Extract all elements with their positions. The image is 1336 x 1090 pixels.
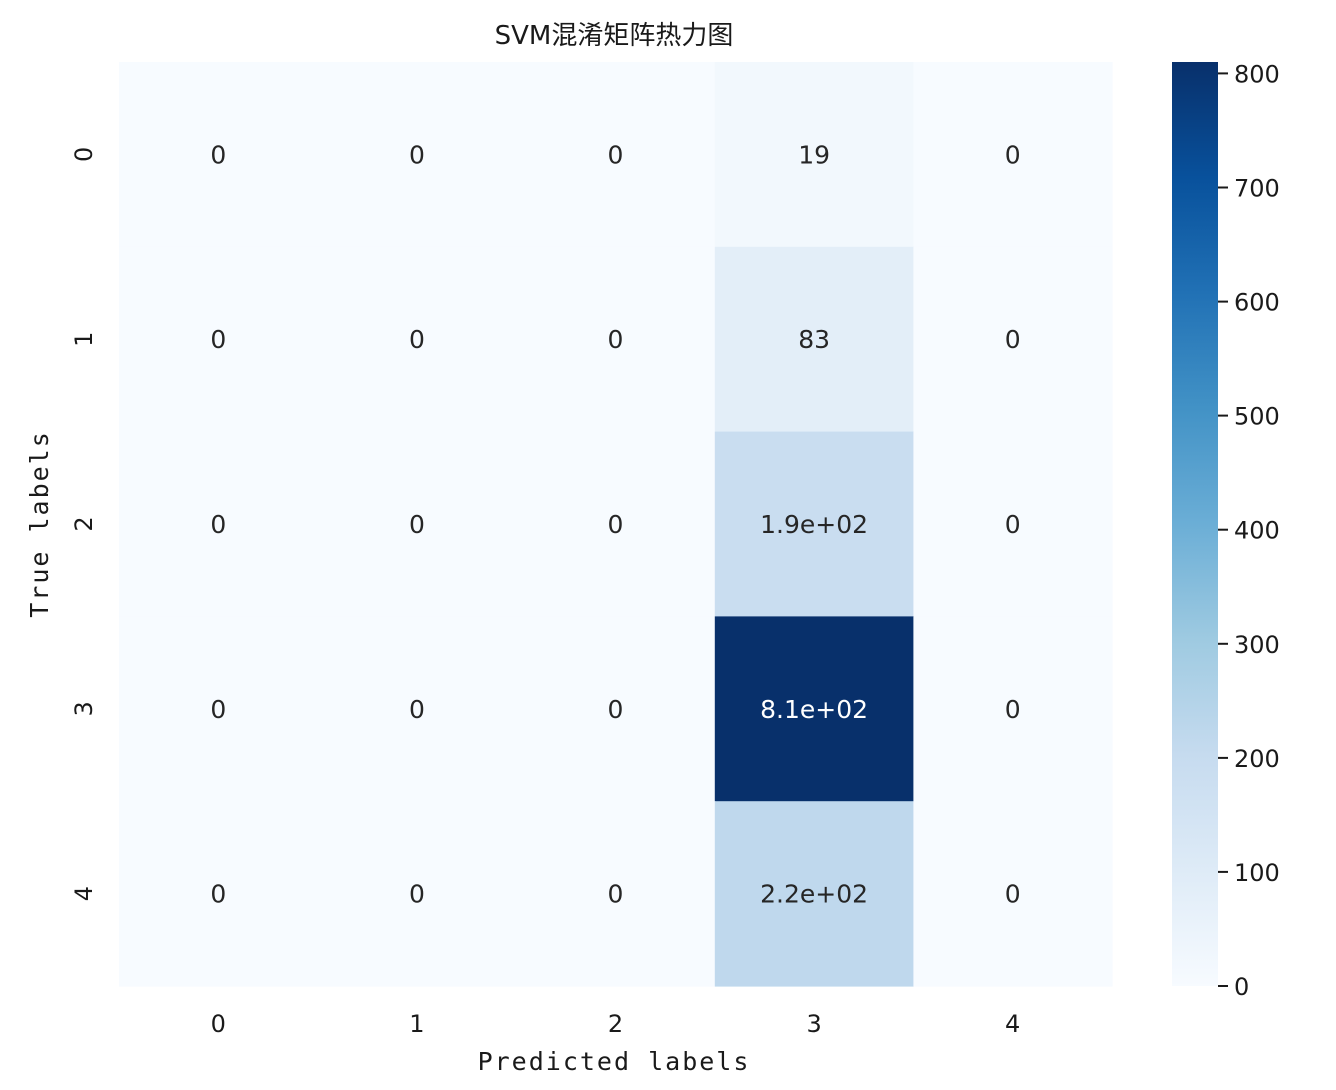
cell-annotation: 0 xyxy=(409,510,425,539)
cell-annotation: 0 xyxy=(608,880,624,909)
cell-annotation: 0 xyxy=(1005,695,1021,724)
cell-annotation: 0 xyxy=(608,695,624,724)
cell-annotation: 8.1e+02 xyxy=(760,695,868,724)
y-tick-label: 3 xyxy=(70,701,98,716)
cell-annotation: 0 xyxy=(1005,880,1021,909)
heatmap-cell xyxy=(714,62,914,248)
colorbar-tick-label: 200 xyxy=(1234,745,1280,773)
colorbar-tick-label: 800 xyxy=(1234,60,1280,88)
cell-annotation: 0 xyxy=(210,140,226,169)
cell-annotation: 0 xyxy=(1005,325,1021,354)
x-tick-label: 4 xyxy=(1005,1010,1020,1038)
heatmap-cell xyxy=(913,431,1113,617)
colorbar-tick-label: 600 xyxy=(1234,289,1280,317)
cell-annotation: 0 xyxy=(409,695,425,724)
cell-annotation: 0 xyxy=(210,695,226,724)
cell-annotation: 0 xyxy=(1005,510,1021,539)
cell-annotation: 0 xyxy=(210,510,226,539)
colorbar-ticks: 0 100 200 300 400 500 600 700 800 xyxy=(1218,60,1280,1001)
colorbar-tick-label: 0 xyxy=(1234,973,1249,1001)
cell-annotation: 0 xyxy=(608,510,624,539)
heatmap-cell xyxy=(119,246,319,433)
cell-annotation: 19 xyxy=(798,140,830,169)
heatmap-cell xyxy=(714,616,914,802)
heatmap-cell xyxy=(516,246,716,433)
cell-annotation: 0 xyxy=(608,325,624,354)
chart-title: SVM混淆矩阵热力图 xyxy=(495,21,734,51)
cell-annotation: 0 xyxy=(608,140,624,169)
colorbar-tick-label: 300 xyxy=(1234,631,1280,659)
colorbar-tick-label: 500 xyxy=(1234,403,1280,431)
y-tick-label: 2 xyxy=(70,516,98,531)
heatmap-cell xyxy=(516,431,716,617)
colorbar-tick-label: 100 xyxy=(1234,859,1280,887)
heatmap-cell xyxy=(913,801,1113,987)
heatmap-cell xyxy=(714,801,914,987)
cell-annotation: 83 xyxy=(798,325,830,354)
heatmap-cell xyxy=(516,801,716,987)
heatmap-cell xyxy=(119,801,319,987)
heatmap-cell xyxy=(714,246,914,433)
cell-annotation: 0 xyxy=(409,140,425,169)
heatmap-cell xyxy=(317,431,517,617)
cell-annotation: 0 xyxy=(1005,140,1021,169)
cell-annotation: 0 xyxy=(210,325,226,354)
heatmap-cell xyxy=(119,62,319,248)
y-axis-ticks: 0 1 2 3 4 xyxy=(70,147,98,901)
heatmap-cell xyxy=(119,616,319,802)
heatmap-cell xyxy=(913,62,1113,248)
heatmap-cell xyxy=(714,431,914,617)
x-tick-label: 1 xyxy=(409,1010,424,1038)
colorbar xyxy=(1172,62,1218,986)
x-tick-label: 3 xyxy=(806,1010,821,1038)
cell-annotation: 2.2e+02 xyxy=(760,880,868,909)
heatmap-cell xyxy=(516,616,716,802)
heatmap-cell xyxy=(516,62,716,248)
y-tick-label: 0 xyxy=(70,147,98,162)
heatmap-cell xyxy=(317,801,517,987)
x-tick-label: 0 xyxy=(211,1010,226,1038)
cell-annotation: 0 xyxy=(409,325,425,354)
cell-annotation: 0 xyxy=(409,880,425,909)
heatmap-cell xyxy=(913,616,1113,802)
x-axis-label: Predicted labels xyxy=(478,1047,751,1076)
cell-annotations: 0 0 0 19 0 0 0 0 83 0 0 0 0 1.9e+02 0 0 0 0 8.1e+02 0 0 0 0 2.2… xyxy=(210,140,1020,908)
colorbar-tick-label: 400 xyxy=(1234,517,1280,545)
heatmap-cell xyxy=(913,246,1113,433)
cell-annotation: 0 xyxy=(210,880,226,909)
x-tick-label: 2 xyxy=(608,1010,623,1038)
heatmap-cell xyxy=(317,62,517,248)
colorbar-tick-label: 700 xyxy=(1234,175,1280,203)
y-tick-label: 4 xyxy=(70,886,98,901)
heatmap-cell xyxy=(317,246,517,433)
y-axis-label: True labels xyxy=(25,430,54,618)
y-tick-label: 1 xyxy=(70,332,98,347)
x-axis-ticks: 0 1 2 3 4 xyxy=(211,1010,1021,1038)
heatmap-cell xyxy=(317,616,517,802)
heatmap-cell xyxy=(119,431,319,617)
heatmap-cells xyxy=(119,62,1113,987)
cell-annotation: 1.9e+02 xyxy=(760,510,868,539)
